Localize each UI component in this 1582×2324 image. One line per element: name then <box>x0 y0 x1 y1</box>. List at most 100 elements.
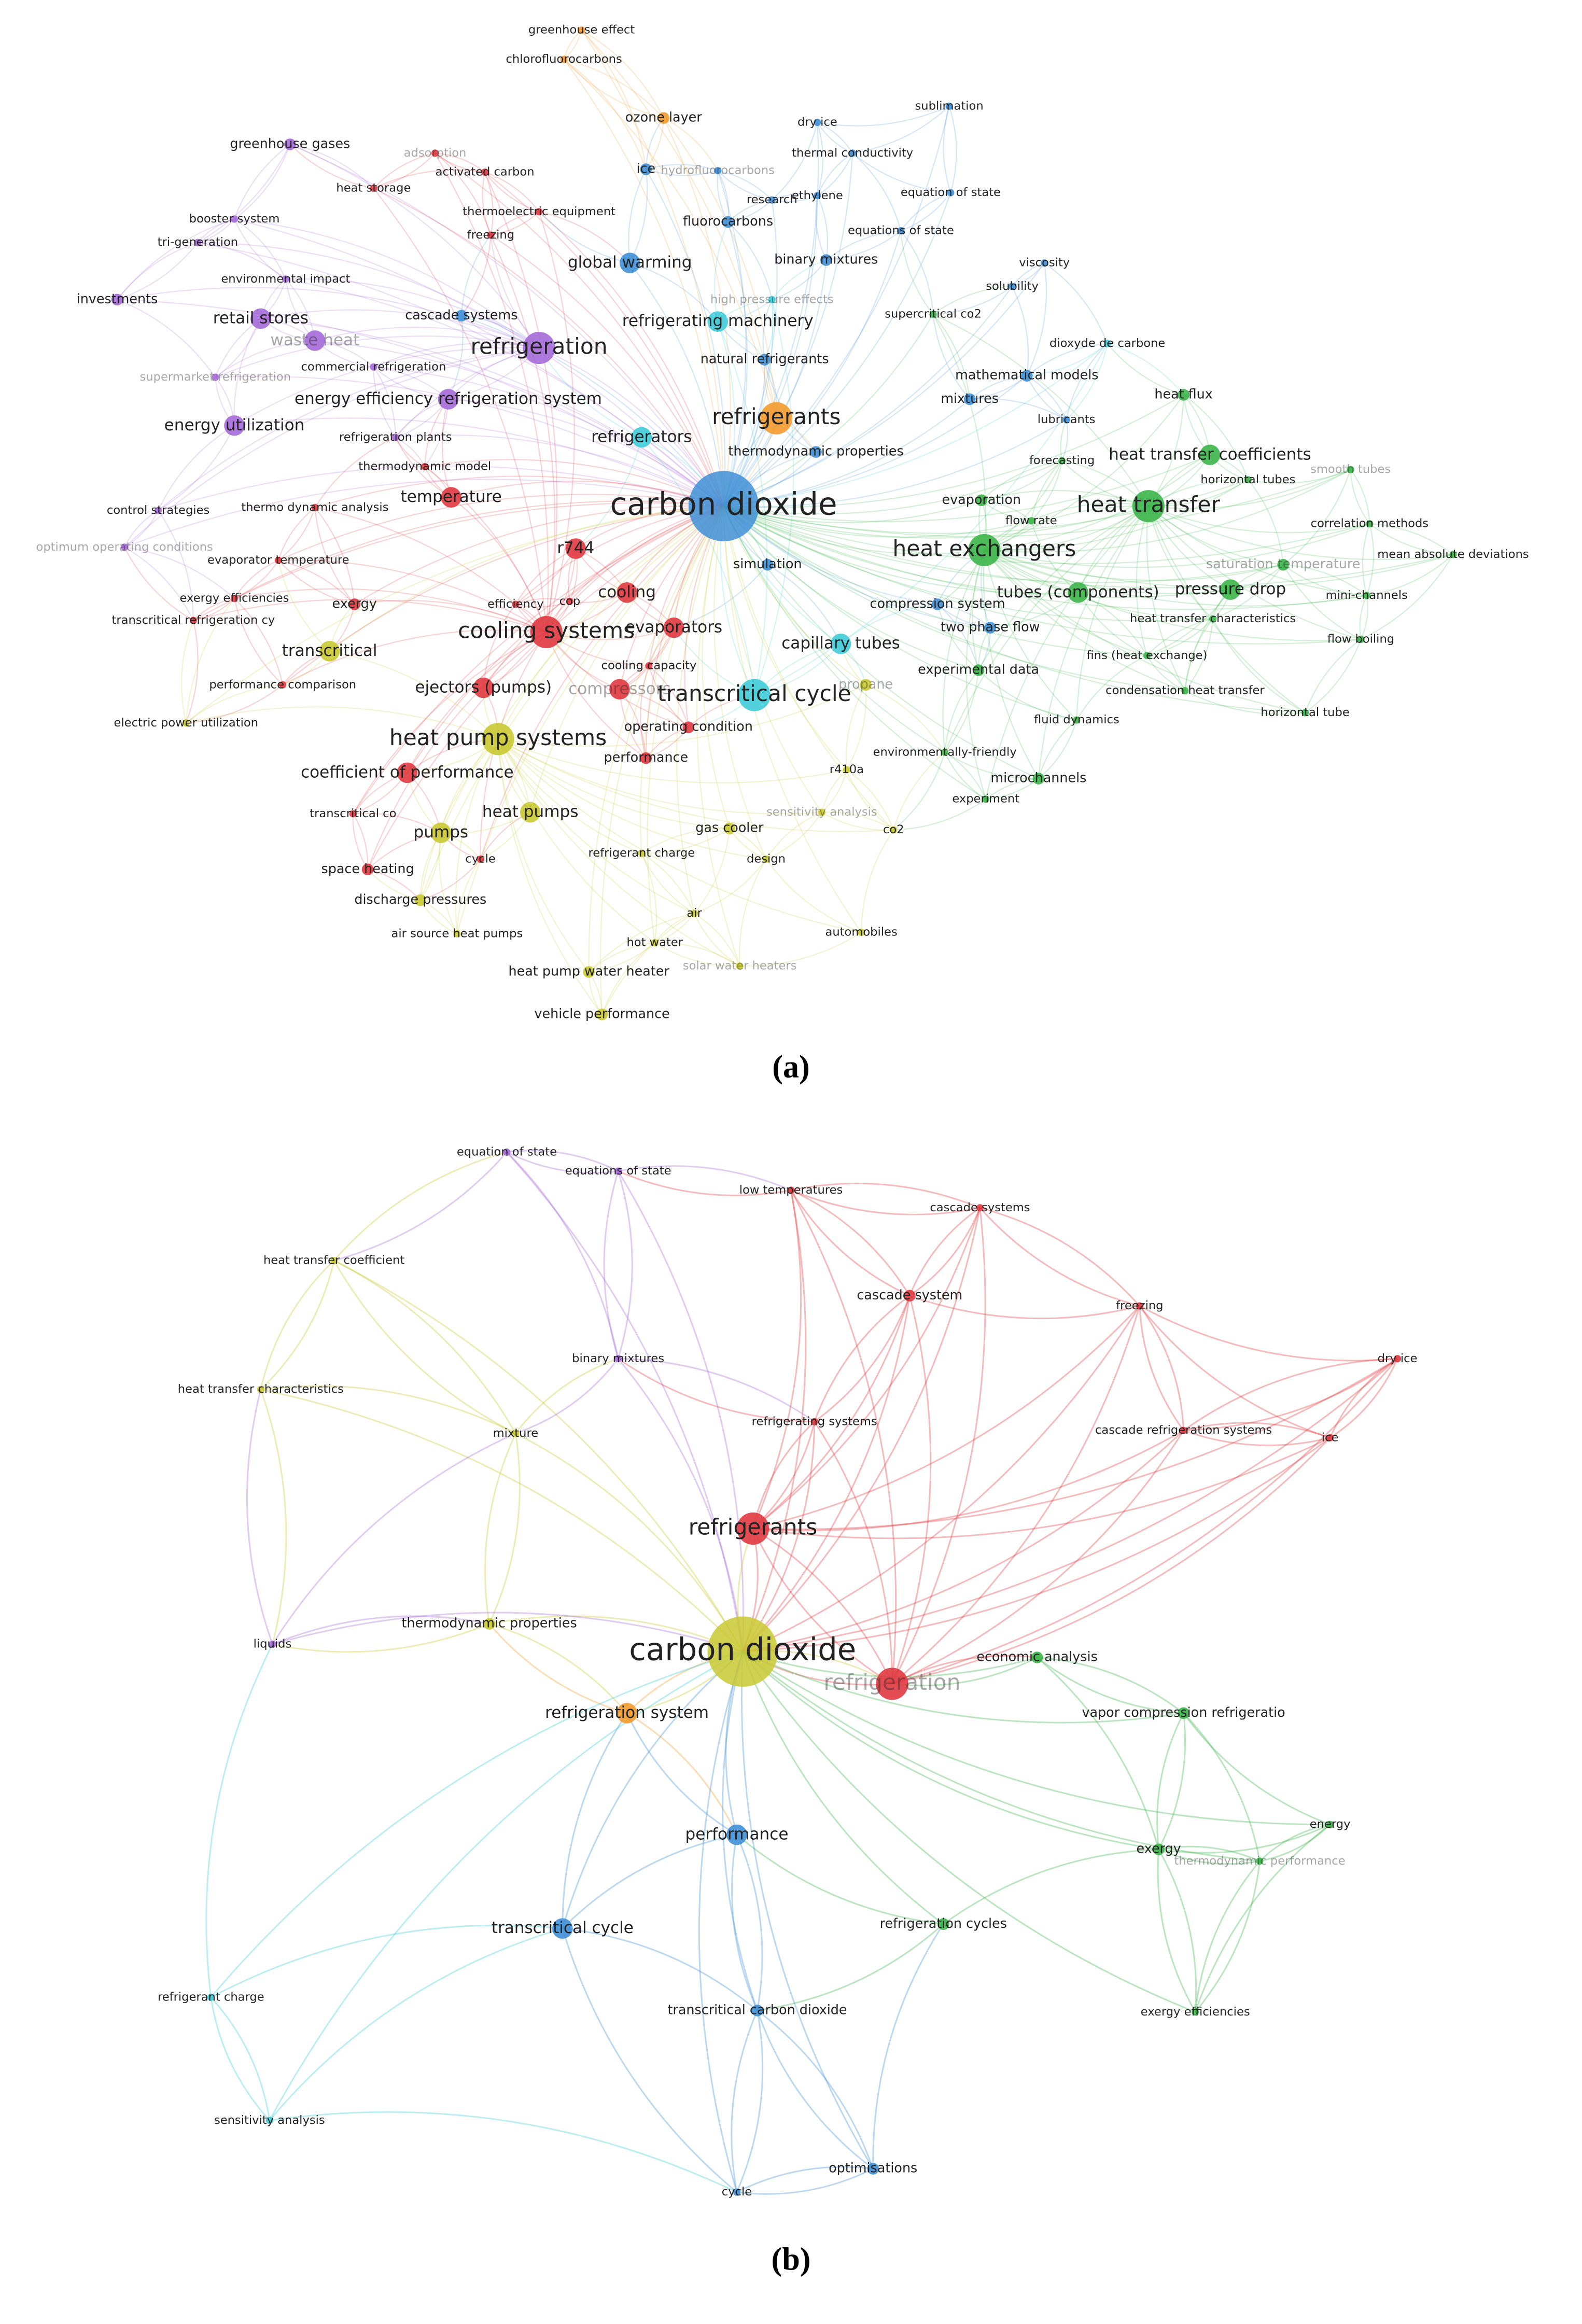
edge <box>562 1713 628 1929</box>
edge <box>723 506 1231 598</box>
node <box>968 534 1001 566</box>
edge <box>626 1712 738 1836</box>
edge <box>484 172 494 235</box>
edge <box>723 506 1079 594</box>
node <box>722 216 734 228</box>
node <box>473 677 494 698</box>
node-label: mixtures <box>941 390 999 406</box>
edge <box>373 152 436 189</box>
edge <box>984 505 1149 551</box>
edge <box>1148 506 1283 566</box>
edge <box>198 242 540 348</box>
edge <box>1183 1357 1398 1431</box>
node <box>843 766 850 774</box>
edge <box>723 506 979 671</box>
edge <box>723 506 1370 565</box>
node-label: refrigeration plants <box>339 430 452 444</box>
edge <box>648 665 689 728</box>
edge <box>846 769 894 830</box>
edge <box>984 479 1249 551</box>
edge <box>1184 589 1231 691</box>
edge <box>723 506 985 555</box>
node-label: exergy efficiencies <box>1141 2005 1250 2019</box>
node <box>269 1641 276 1648</box>
edge <box>937 604 990 628</box>
node <box>230 215 239 223</box>
node <box>876 1668 908 1700</box>
node-label: mathematical models <box>955 367 1098 383</box>
edge <box>932 314 970 400</box>
node-label: waste heat <box>270 331 359 349</box>
edge <box>419 832 442 901</box>
edge <box>373 188 547 633</box>
edge <box>718 170 773 201</box>
node-label: refrigerant charge <box>158 1991 264 2004</box>
node <box>1041 259 1048 267</box>
edge <box>407 632 547 773</box>
node-label: natural refrigerants <box>701 351 829 367</box>
node <box>438 389 459 410</box>
node-label: carbon dioxide <box>610 486 837 522</box>
edge <box>1194 1824 1331 2012</box>
node <box>483 1618 495 1630</box>
edge <box>1012 262 1045 287</box>
node-label: heat pump water heater <box>508 963 669 979</box>
node-label: global warming <box>568 253 692 272</box>
edge <box>352 814 369 870</box>
edge <box>790 1189 897 1684</box>
edge <box>790 1189 981 1215</box>
node-label: commercial refrigeration <box>301 360 446 373</box>
edge <box>234 346 539 426</box>
edge <box>489 1615 743 1653</box>
edge <box>1369 523 1454 555</box>
node-label: pressure drop <box>1175 580 1286 598</box>
node <box>614 1167 622 1175</box>
node <box>1009 283 1016 290</box>
edge <box>752 1358 1398 1530</box>
edge <box>821 769 847 813</box>
edge <box>545 632 647 759</box>
edge <box>984 469 1351 553</box>
edge <box>936 604 979 671</box>
node <box>751 2005 763 2017</box>
node <box>651 939 659 947</box>
edge <box>260 318 724 507</box>
edge <box>909 1207 981 1297</box>
edge <box>731 2010 758 2192</box>
edge <box>723 314 934 507</box>
node-label: design <box>747 852 786 865</box>
node-label: microchannels <box>990 770 1086 786</box>
edge <box>618 1357 815 1423</box>
edge <box>269 1650 743 2121</box>
edge <box>1146 618 1213 656</box>
node <box>1244 476 1252 484</box>
edge <box>448 398 724 507</box>
node <box>520 802 541 823</box>
edge <box>723 286 1013 507</box>
node-label: ejectors (pumps) <box>415 678 552 696</box>
edge <box>821 811 894 831</box>
node <box>619 253 640 273</box>
edge <box>461 315 724 507</box>
edge <box>210 1997 270 2121</box>
edge <box>498 684 866 747</box>
edge <box>234 560 279 599</box>
edge <box>647 506 724 943</box>
edge <box>124 547 194 621</box>
edge <box>1066 343 1108 421</box>
node <box>617 582 637 603</box>
node <box>975 494 988 507</box>
node <box>431 149 439 157</box>
edge <box>289 144 724 507</box>
node <box>578 26 585 34</box>
edge <box>1136 506 1149 656</box>
node <box>265 2117 273 2124</box>
node-label: heat flux <box>1154 386 1212 401</box>
edge <box>1212 619 1306 713</box>
node <box>814 118 821 127</box>
edge <box>1158 1713 1186 1850</box>
edge <box>985 506 1149 800</box>
edge <box>581 30 647 170</box>
node <box>455 310 468 322</box>
edge <box>743 1437 1331 1653</box>
